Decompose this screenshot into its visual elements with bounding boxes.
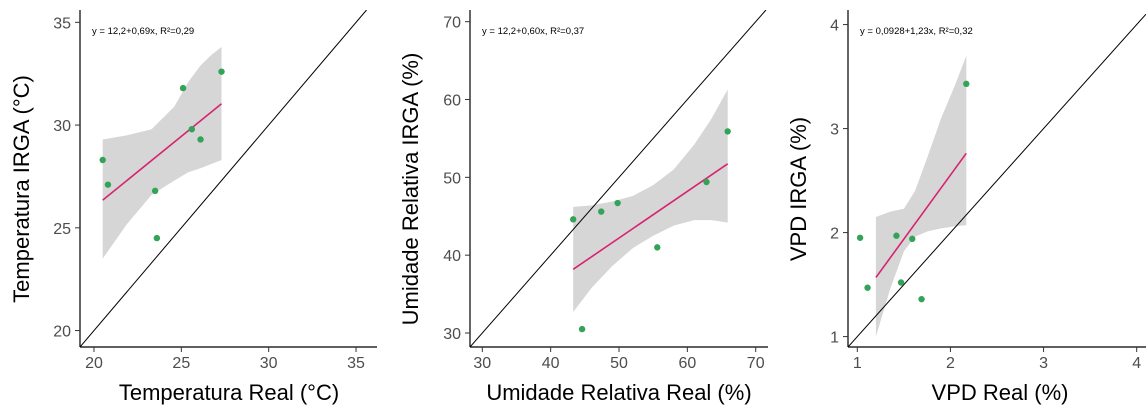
data-point bbox=[909, 235, 916, 243]
y-tick-label: 1 bbox=[830, 330, 839, 347]
x-tick-label: 30 bbox=[473, 355, 491, 372]
x-tick-label: 50 bbox=[610, 355, 628, 372]
panel-umidade: 30 40 50 60 70 30 40 50 60 70 Umidade Relativa Re… bbox=[398, 10, 768, 405]
x-tick-label: 1 bbox=[853, 355, 862, 372]
x-tick-label: 3 bbox=[1039, 355, 1048, 372]
data-point bbox=[963, 80, 970, 88]
x-tick-label: 30 bbox=[260, 355, 278, 372]
plot-layer: 1 2 3 4 1 2 3 4 bbox=[830, 10, 1146, 372]
y-axis-title: Umidade Relativa IRGA (%) bbox=[398, 53, 423, 326]
x-tick-label: 20 bbox=[85, 355, 103, 372]
data-point bbox=[578, 325, 586, 333]
x-tick-label: 4 bbox=[1132, 355, 1141, 372]
regression-line bbox=[102, 103, 223, 201]
x-tick-label: 35 bbox=[347, 355, 365, 372]
data-point bbox=[654, 244, 661, 251]
panel-temperatura: 20 25 30 35 20 25 30 35 Temperatura Real (°C) T… bbox=[9, 10, 377, 405]
data-point bbox=[703, 178, 710, 186]
y-axis-title: Temperatura IRGA (°C) bbox=[9, 75, 34, 303]
data-point bbox=[179, 84, 187, 92]
panel-vpd: 1 2 3 4 1 2 3 4 VPD Real (%) VPD IRGA (%) y = 0… bbox=[786, 10, 1146, 405]
plot-layer: 30 40 50 60 70 30 40 50 60 70 bbox=[443, 10, 768, 372]
data-point bbox=[598, 208, 605, 215]
data-point bbox=[570, 216, 577, 223]
data-point bbox=[151, 187, 159, 195]
data-point bbox=[218, 68, 225, 75]
data-point bbox=[197, 136, 204, 143]
data-point bbox=[614, 199, 621, 207]
data-point bbox=[897, 279, 905, 286]
data-point bbox=[153, 234, 161, 242]
y-tick-label: 35 bbox=[53, 15, 71, 32]
identity-line bbox=[80, 10, 367, 347]
data-point bbox=[918, 295, 925, 303]
x-tick-label: 60 bbox=[678, 355, 696, 372]
x-tick-label: 70 bbox=[747, 355, 765, 372]
x-tick-label: 40 bbox=[542, 355, 560, 372]
y-axis-title: VPD IRGA (%) bbox=[786, 117, 811, 261]
regression-equation: y = 12,2+0,69x, R²=0,29 bbox=[92, 26, 194, 37]
y-tick-label: 25 bbox=[53, 221, 71, 238]
x-axis-title: Umidade Relativa Real (%) bbox=[486, 380, 751, 405]
x-axis-title: VPD Real (%) bbox=[932, 380, 1069, 405]
y-tick-label: 60 bbox=[443, 93, 461, 110]
regression-equation: y = 12,2+0,60x, R²=0,37 bbox=[482, 26, 584, 37]
data-point bbox=[864, 284, 871, 291]
identity-line bbox=[470, 10, 767, 347]
y-tick-label: 50 bbox=[443, 170, 461, 187]
data-point bbox=[99, 156, 106, 164]
identity-line bbox=[848, 13, 1146, 347]
plot-layer: 20 25 30 35 20 25 30 35 bbox=[53, 10, 377, 372]
y-tick-label: 70 bbox=[443, 15, 461, 32]
x-axis-title: Temperatura Real (°C) bbox=[119, 380, 339, 405]
data-point bbox=[856, 234, 864, 241]
data-point bbox=[188, 125, 196, 133]
y-tick-label: 4 bbox=[830, 18, 839, 35]
y-tick-label: 30 bbox=[443, 326, 461, 343]
x-tick-label: 2 bbox=[946, 355, 955, 372]
y-tick-label: 20 bbox=[53, 324, 71, 341]
data-point bbox=[893, 232, 900, 239]
y-tick-label: 3 bbox=[830, 122, 839, 139]
y-tick-label: 2 bbox=[830, 226, 839, 243]
confidence-band bbox=[875, 55, 967, 337]
regression-line bbox=[875, 152, 967, 278]
confidence-band bbox=[573, 89, 728, 313]
y-tick-label: 40 bbox=[443, 248, 461, 265]
x-tick-label: 25 bbox=[172, 355, 190, 372]
regression-line bbox=[572, 163, 729, 270]
data-point bbox=[104, 181, 112, 188]
regression-equation: y = 0,0928+1,23x, R²=0,32 bbox=[860, 26, 973, 37]
y-tick-label: 30 bbox=[53, 118, 71, 135]
data-point bbox=[724, 128, 731, 135]
